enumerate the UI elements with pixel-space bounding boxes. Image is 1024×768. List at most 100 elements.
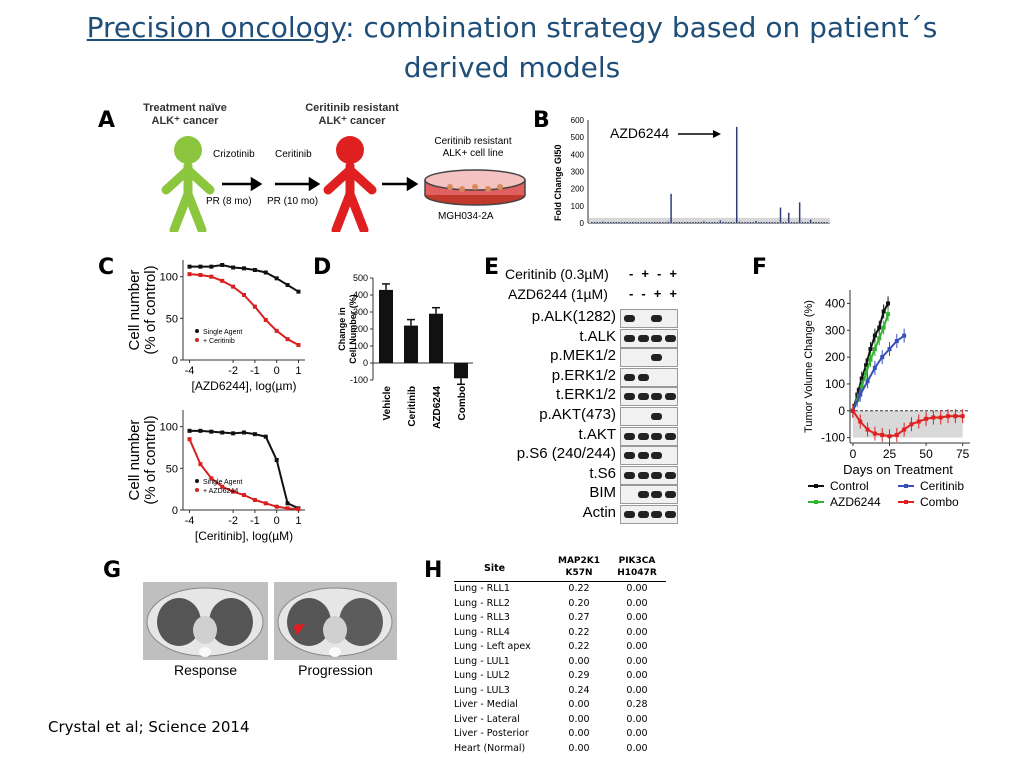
table-cell: 0.29 — [568, 670, 590, 681]
b-bar — [787, 212, 790, 223]
d-ylabel-2: Cell Number (%) — [348, 294, 358, 364]
table-row: Lung - Left apex 0.22 0.00 — [454, 640, 666, 655]
b-bar — [684, 222, 686, 223]
blot-band — [651, 315, 662, 322]
table-cell: 0.00 — [626, 641, 648, 652]
f-point — [865, 427, 870, 432]
f-xtick: 0 — [850, 447, 857, 461]
blot-label: p.MEK1/2 — [550, 347, 616, 365]
blot-label: Actin — [582, 504, 616, 521]
f-point — [872, 333, 877, 338]
b-bar — [623, 222, 626, 223]
b-bar — [645, 222, 648, 223]
ctop-xtick: -1 — [250, 365, 260, 377]
f-point — [902, 427, 907, 432]
f-xtick: 75 — [956, 447, 970, 461]
ctop-point — [285, 337, 290, 342]
ctop-legend-marker — [195, 329, 199, 333]
arrow-icons — [222, 176, 419, 192]
blot-row: t.S6 — [500, 465, 680, 486]
header-site: Site — [484, 563, 506, 574]
table-cell: 0.00 — [626, 670, 648, 681]
b-bar — [785, 222, 787, 223]
b-bar — [766, 222, 768, 223]
f-point — [864, 371, 869, 376]
cell-line-caption: Ceritinib resistant ALK+ cell line — [423, 136, 523, 160]
f-ytick: 300 — [825, 323, 845, 337]
blot-band — [637, 452, 649, 460]
b-bar — [752, 222, 754, 223]
f-point — [859, 384, 864, 389]
ctop-point — [242, 266, 246, 271]
table-row: Lung - RLL1 0.22 0.00 — [454, 582, 666, 597]
d-ytick: -100 — [350, 375, 368, 385]
panel-a-figure — [161, 136, 419, 232]
f-point — [877, 336, 882, 341]
panel-label-d: D — [313, 255, 332, 280]
ctop-point — [209, 264, 214, 269]
table-cell: 0.00 — [568, 742, 590, 754]
d-category-label: Vehicle — [382, 386, 393, 421]
f-point — [946, 414, 951, 419]
b-bar — [659, 221, 661, 223]
b-bar — [667, 221, 670, 223]
b-bar — [826, 222, 828, 223]
f-legend-marker — [904, 484, 908, 488]
table-cell: 0.00 — [626, 728, 648, 739]
cbot-xlabel: [Ceritinib], log(µM) — [195, 529, 293, 543]
b-bar — [601, 221, 604, 223]
sign: - — [629, 266, 634, 281]
table-cell: 0.00 — [626, 713, 648, 725]
table-cell: 0.24 — [568, 684, 590, 696]
sign: - — [641, 286, 646, 301]
f-point — [886, 301, 891, 306]
b-arrow-head-icon — [713, 130, 721, 138]
b-bar — [757, 222, 760, 223]
f-point — [953, 414, 958, 419]
b-bar — [648, 222, 650, 223]
f-point — [868, 357, 873, 362]
b-bar — [703, 221, 705, 223]
blot-lane-box — [620, 485, 678, 505]
f-ytick: 100 — [825, 377, 845, 391]
b-bar — [771, 222, 774, 223]
blot-band — [624, 432, 635, 440]
sign: - — [657, 266, 662, 281]
blot-band — [651, 452, 662, 460]
b-bar — [593, 222, 596, 223]
cbot-point — [252, 498, 257, 502]
b-bar — [615, 221, 618, 223]
blot-label: p.ALK(1282) — [531, 308, 616, 325]
b-bar — [681, 222, 683, 223]
sign: + — [653, 286, 662, 301]
d-bar — [379, 289, 393, 363]
blot-band — [624, 315, 635, 322]
f-point — [859, 376, 864, 381]
table-body: Lung - RLL1 0.22 0.00 Lung - RLL2 0.20 0.00 Lu… — [454, 582, 666, 756]
ctop-point — [209, 274, 214, 279]
ctop-legend-label: + Ceritinib — [203, 338, 235, 345]
b-bar — [796, 222, 798, 223]
naive-l2: ALK⁺ cancer — [151, 115, 219, 127]
f-legend-label: AZD6244 — [830, 495, 881, 509]
b-threshold-band — [589, 217, 830, 223]
blot-band — [624, 511, 635, 518]
blot-row: p.ERK1/2 — [500, 367, 680, 388]
f-point — [877, 325, 882, 330]
b-bar — [708, 222, 711, 223]
b-bar — [782, 222, 784, 223]
f-point — [887, 434, 892, 439]
blot-lane-box — [620, 407, 678, 426]
table-cell: Lung - LUL3 — [454, 684, 510, 696]
b-bar — [675, 222, 678, 223]
b-bar — [730, 222, 733, 223]
b-bar — [812, 222, 815, 223]
b-bar — [637, 221, 640, 223]
cbot-point — [209, 476, 214, 481]
ctop-point — [296, 289, 301, 294]
f-point — [894, 432, 899, 437]
blot-row: Actin — [500, 504, 680, 525]
b-bar — [700, 222, 702, 223]
cbot-point — [274, 504, 279, 509]
blot-band — [664, 491, 676, 499]
